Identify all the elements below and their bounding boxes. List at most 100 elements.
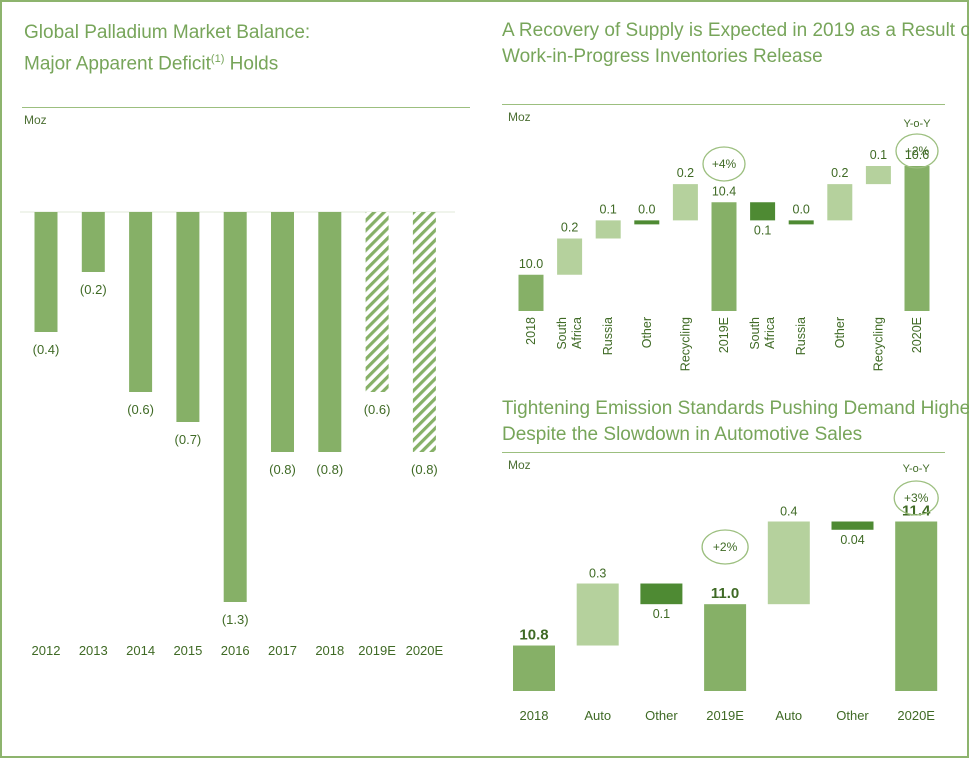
demand-growth-label: +2% [713,540,738,554]
demand-value-label: 10.8 [519,627,548,644]
demand-waterfall-chart: 10.8 0.3 0.1 11.0 0.4 0.04 11.4 2018 Auto Other 20… [513,463,939,723]
demand-bar [767,521,810,605]
demand-bar [513,645,555,691]
supply-value-label: 0.0 [638,202,655,216]
supply-category-label: Other [640,317,654,348]
supply-bar [750,202,776,221]
demand-value-label: 0.1 [653,607,670,621]
supply-category-label: Africa [570,317,584,349]
supply-category-label: 2020E [910,317,924,353]
balance-year-label: 2017 [268,643,297,658]
supply-yoy-label: +2% [905,144,930,158]
supply-bar [865,166,891,185]
bottom-right-title-line2: Despite the Slowdown in Automotive Sales [502,424,863,445]
balance-bar [271,212,294,452]
supply-bar [827,184,853,221]
top-right-title-line2: Work-in-Progress Inventories Release [502,46,823,67]
supply-value-label: 0.0 [793,202,810,216]
demand-category-label: 2019E [706,708,744,723]
balance-bar [81,212,105,272]
supply-bar [672,184,698,221]
balance-year-label: 2014 [126,643,155,658]
demand-bar [704,604,747,691]
demand-category-label: Other [836,708,869,723]
balance-year-label: 2018 [315,643,344,658]
balance-value-label: (0.8) [269,462,296,477]
supply-category-label: 2018 [524,317,538,345]
left-title-line2-text: Major Apparent Deficit [24,53,211,75]
bottom-right-unit-label: Moz [508,458,531,472]
demand-value-label: 0.3 [589,567,606,581]
left-title-line1: Global Palladium Market Balance: [24,22,311,43]
top-right-title-line1: A Recovery of Supply is Expected in 2019… [502,20,969,41]
balance-bar [365,212,389,392]
demand-category-label: 2020E [897,708,935,723]
supply-value-label: 0.1 [870,148,887,162]
balance-year-label: 2016 [221,643,250,658]
balance-year-label: 2012 [32,643,61,658]
balance-value-label: (0.7) [175,432,202,447]
demand-yoy-caption: Y-o-Y [903,463,931,475]
balance-bar [223,212,247,602]
supply-category-label: Russia [601,317,615,355]
supply-category-label: Russia [794,317,808,355]
supply-category-label: Africa [763,317,777,349]
supply-bar [904,166,930,311]
demand-yoy-label: +3% [904,491,929,505]
supply-value-label: 0.2 [831,166,848,180]
supply-yoy-circle [895,133,939,169]
balance-value-label: (1.3) [222,612,249,627]
demand-category-label: 2018 [520,708,549,723]
supply-category-label: Recycling [678,317,692,371]
footnote-marker: (1) [210,53,225,65]
balance-value-label: (0.6) [364,402,391,417]
balance-bar [34,212,58,332]
supply-value-label: 0.2 [677,166,694,180]
demand-bar [831,521,874,530]
supply-category-label: Recycling [871,317,885,371]
supply-value-label: 10.0 [519,257,543,271]
supply-yoy-caption: Y-o-Y [903,118,931,130]
demand-value-label: 0.04 [840,533,864,547]
balance-year-label: 2013 [79,643,108,658]
balance-year-label: 2015 [173,643,202,658]
balance-bar [412,212,436,452]
balance-bar [176,212,200,422]
supply-growth-circle [702,146,746,182]
supply-bar [518,274,544,311]
supply-category-label: South [555,317,569,350]
balance-value-label: (0.4) [33,342,60,357]
top-right-title-rule [502,104,945,105]
supply-value-label: 0.1 [754,223,771,237]
balance-value-label: (0.2) [80,282,107,297]
balance-value-label: (0.8) [411,462,438,477]
supply-category-label: South [748,317,762,350]
left-balance-chart: (0.4) 2012 (0.2) 2013 (0.6) 2014 (0.7) 2015 (1.3… [20,211,455,658]
supply-growth-label: +4% [712,157,737,171]
supply-bar [557,238,583,275]
supply-bar [595,220,621,239]
balance-year-label: 2019E [358,643,396,658]
demand-bar [640,583,683,605]
demand-category-label: Other [645,708,678,723]
supply-category-label: Other [833,317,847,348]
supply-value-label: 0.1 [600,202,617,216]
demand-bar [895,521,938,691]
demand-value-label: 0.4 [780,505,797,519]
demand-category-label: Auto [775,708,802,723]
top-right-unit-label: Moz [508,110,531,124]
balance-bar [318,212,342,452]
supply-waterfall-chart: 10.0 0.2 0.1 0.0 0.2 10.4 0.1 0.0 0.2 0.1 10.6 2018… [518,118,939,371]
supply-value-label: 0.2 [561,221,578,235]
demand-bar [576,583,619,646]
supply-value-label: 10.4 [712,184,736,198]
supply-bar [788,220,814,225]
supply-bar [711,202,737,311]
demand-yoy-circle [893,480,939,516]
demand-category-label: Auto [584,708,611,723]
supply-category-label: 2019E [717,317,731,353]
left-title-line2: Major Apparent Deficit(1) Holds [24,46,278,77]
demand-value-label: 11.4 [902,503,931,520]
supply-bar [634,220,660,225]
